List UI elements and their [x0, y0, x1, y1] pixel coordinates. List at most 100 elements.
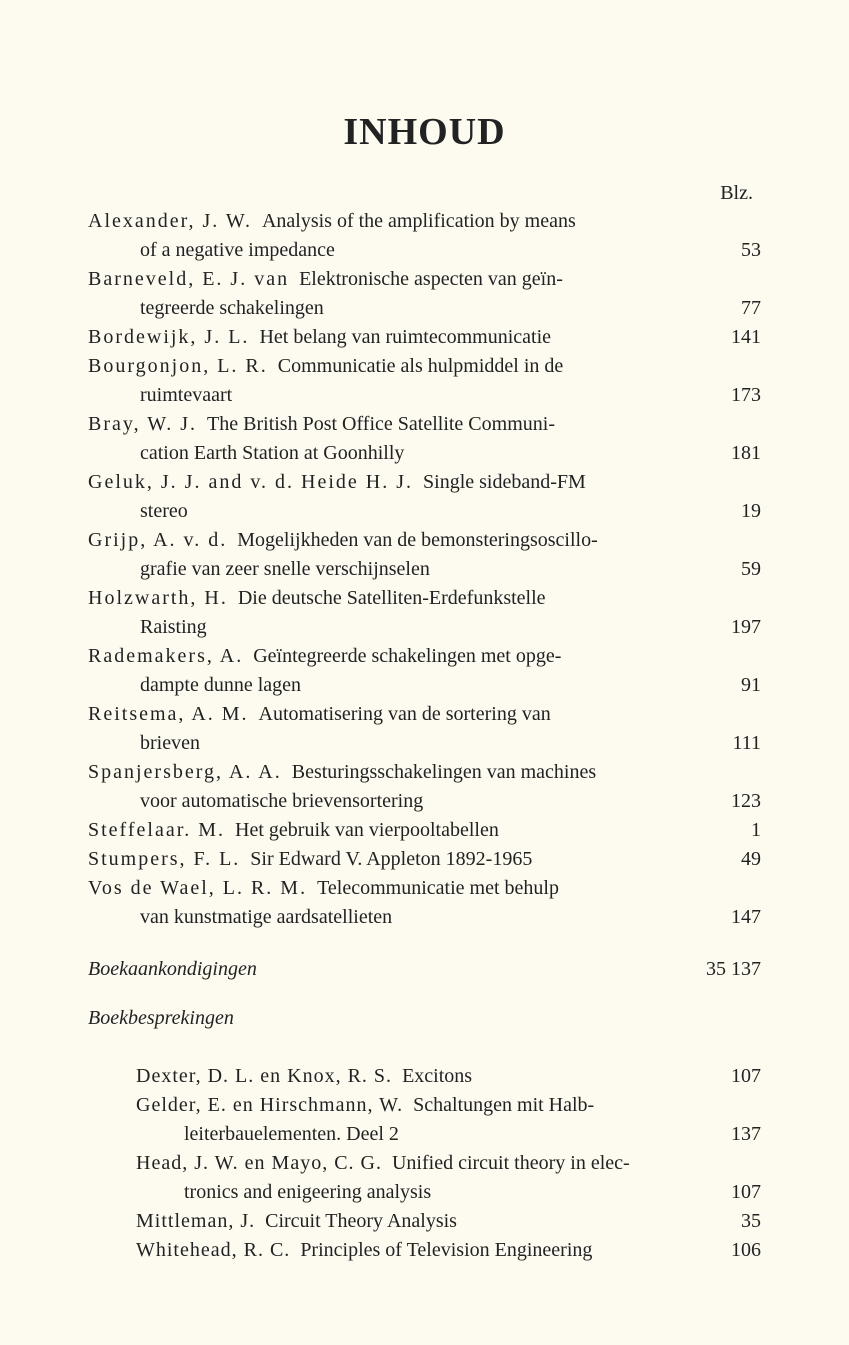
entry-author: Mittleman, J.	[136, 1210, 255, 1232]
review-entries: Dexter, D. L. en Knox, R. S. Excitons107…	[88, 1062, 761, 1265]
entry-text-cont: grafie van zeer snelle verschijnselen	[88, 555, 713, 584]
entry-page: 1	[713, 816, 761, 845]
entry-continuation: tronics and enigeering analysis	[136, 1178, 699, 1207]
entry-author: Stumpers, F. L.	[88, 848, 240, 870]
entry-text-cont: tegreerde schakelingen	[88, 294, 713, 323]
entry-continuation: voor automatische brievensortering	[88, 787, 699, 816]
entry-continuation: leiterbauelementen. Deel 2	[136, 1120, 699, 1149]
toc-entry: Barneveld, E. J. van Elektronische aspec…	[88, 265, 761, 294]
section-label: Boekaankondigingen	[88, 958, 257, 981]
entry-author: Bordewijk, J. L.	[88, 326, 249, 348]
toc-entry-cont: of a negative impedance53	[88, 236, 761, 265]
entry-continuation: stereo	[88, 497, 699, 526]
toc-entry-cont: brieven 111	[88, 729, 761, 758]
entry-author: Gelder, E. en Hirschmann, W.	[136, 1094, 403, 1116]
entry-author: Rademakers, A.	[88, 645, 243, 667]
entry-author: Holzwarth, H.	[88, 587, 228, 609]
entry-page: 123	[713, 787, 761, 816]
entry-text: Rademakers, A. Geïntegreerde schakelinge…	[88, 642, 713, 671]
toc-entry: Bray, W. J. The British Post Office Sate…	[88, 410, 761, 439]
entry-page: 59	[713, 555, 761, 584]
entry-text: Bordewijk, J. L. Het belang van ruimteco…	[88, 323, 713, 352]
entry-author: Steffelaar. M.	[88, 819, 225, 841]
entry-text: Vos de Wael, L. R. M. Telecommunicatie m…	[88, 874, 713, 903]
entry-author: Geluk, J. J. and v. d. Heide H. J.	[88, 471, 413, 493]
entry-text-cont: stereo	[88, 497, 713, 526]
toc-entry: Rademakers, A. Geïntegreerde schakelinge…	[88, 642, 761, 671]
entry-author: Reitsema, A. M.	[88, 703, 249, 725]
entry-author: Barneveld, E. J. van	[88, 268, 289, 290]
entry-continuation: cation Earth Station at Goonhilly	[88, 439, 699, 468]
entry-page: 19	[713, 497, 761, 526]
entry-continuation: van kunstmatige aardsatellieten	[88, 903, 699, 932]
page-header: Blz.	[88, 182, 761, 205]
toc-entry-cont: ruimtevaart 173	[88, 381, 761, 410]
entry-author: Vos de Wael, L. R. M.	[88, 877, 307, 899]
entry-page: 111	[713, 729, 761, 758]
section-pages: 35 137	[706, 958, 761, 981]
entry-author: Bourgonjon, L. R.	[88, 355, 268, 377]
toc-entry: Vos de Wael, L. R. M. Telecommunicatie m…	[88, 874, 761, 903]
entry-text: Stumpers, F. L. Sir Edward V. Appleton 1…	[88, 845, 713, 874]
toc-entry-cont: Raisting 197	[88, 613, 761, 642]
toc-entry-cont: grafie van zeer snelle verschijnselen 59	[88, 555, 761, 584]
entry-text-cont: voor automatische brievensortering	[88, 787, 713, 816]
toc-entry-cont: van kunstmatige aardsatellieten147	[88, 903, 761, 932]
entry-author: Dexter, D. L. en Knox, R. S.	[136, 1065, 392, 1087]
entry-text-cont: tronics and enigeering analysis	[136, 1178, 713, 1207]
entry-author: Alexander, J. W.	[88, 210, 252, 232]
toc-entry: Bordewijk, J. L. Het belang van ruimteco…	[88, 323, 761, 352]
toc-entry: Bourgonjon, L. R. Communicatie als hulpm…	[88, 352, 761, 381]
entry-text-cont: of a negative impedance	[88, 236, 713, 265]
entry-text: Grijp, A. v. d. Mogelijkheden van de bem…	[88, 526, 713, 555]
toc-entry: Reitsema, A. M. Automatisering van de so…	[88, 700, 761, 729]
entry-continuation: brieven	[88, 729, 699, 758]
toc-entry-cont: dampte dunne lagen91	[88, 671, 761, 700]
entry-page: 77	[713, 294, 761, 323]
entry-text: Bray, W. J. The British Post Office Sate…	[88, 410, 713, 439]
section-boekbesprekingen: Boekbesprekingen	[88, 1007, 761, 1030]
toc-entries: Alexander, J. W. Analysis of the amplifi…	[88, 207, 761, 932]
entry-text-cont: brieven	[88, 729, 713, 758]
toc-entry: Grijp, A. v. d. Mogelijkheden van de bem…	[88, 526, 761, 555]
entry-text: Steffelaar. M. Het gebruik van vierpoolt…	[88, 816, 713, 845]
entry-continuation: grafie van zeer snelle verschijnselen	[88, 555, 699, 584]
entry-author: Head, J. W. en Mayo, C. G.	[136, 1152, 382, 1174]
toc-entry-cont: tronics and enigeering analysis 107	[136, 1178, 761, 1207]
entry-text: Barneveld, E. J. van Elektronische aspec…	[88, 265, 713, 294]
entry-text: Whitehead, R. C. Principles of Televisio…	[136, 1236, 713, 1265]
entry-page: 35	[713, 1207, 761, 1236]
toc-entry: Gelder, E. en Hirschmann, W. Schaltungen…	[136, 1091, 761, 1120]
entry-text: Holzwarth, H. Die deutsche Satelliten-Er…	[88, 584, 713, 613]
entry-text: Gelder, E. en Hirschmann, W. Schaltungen…	[136, 1091, 713, 1120]
entry-continuation: dampte dunne lagen	[88, 671, 699, 700]
entry-page: 137	[713, 1120, 761, 1149]
entry-text-cont: Raisting	[88, 613, 713, 642]
entry-continuation: ruimtevaart	[88, 381, 699, 410]
entry-page: 49	[713, 845, 761, 874]
entry-text: Mittleman, J. Circuit Theory Analysis	[136, 1207, 713, 1236]
entry-text: Bourgonjon, L. R. Communicatie als hulpm…	[88, 352, 713, 381]
page-title: INHOUD	[88, 110, 761, 154]
toc-entry: Dexter, D. L. en Knox, R. S. Excitons107	[136, 1062, 761, 1091]
section-boekaankondigingen: Boekaankondigingen 35 137	[88, 958, 761, 981]
toc-entry-cont: voor automatische brievensortering 123	[88, 787, 761, 816]
entry-continuation: Raisting	[88, 613, 699, 642]
entry-text-cont: leiterbauelementen. Deel 2	[136, 1120, 713, 1149]
entry-text-cont: cation Earth Station at Goonhilly	[88, 439, 713, 468]
toc-entry: Steffelaar. M. Het gebruik van vierpoolt…	[88, 816, 761, 845]
entry-page: 173	[713, 381, 761, 410]
entry-page: 141	[713, 323, 761, 352]
entry-text-cont: van kunstmatige aardsatellieten	[88, 903, 713, 932]
entry-page: 107	[713, 1062, 761, 1091]
page: INHOUD Blz. Alexander, J. W. Analysis of…	[0, 0, 849, 1345]
entry-continuation: of a negative impedance	[88, 236, 699, 265]
entry-author: Spanjersberg, A. A.	[88, 761, 282, 783]
entry-text: Alexander, J. W. Analysis of the amplifi…	[88, 207, 713, 236]
entry-page: 197	[713, 613, 761, 642]
toc-entry: Whitehead, R. C. Principles of Televisio…	[136, 1236, 761, 1265]
entry-page: 107	[713, 1178, 761, 1207]
entry-author: Grijp, A. v. d.	[88, 529, 227, 551]
toc-entry: Spanjersberg, A. A. Besturingsschakeling…	[88, 758, 761, 787]
toc-entry-cont: cation Earth Station at Goonhilly181	[88, 439, 761, 468]
